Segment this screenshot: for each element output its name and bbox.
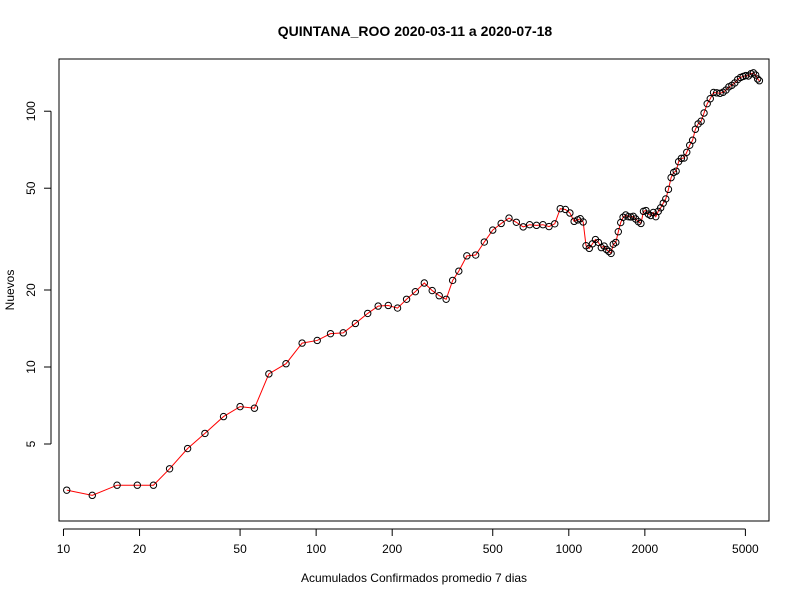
data-point	[677, 154, 686, 163]
data-point	[351, 319, 360, 328]
x-tick-label: 20	[133, 542, 147, 556]
data-point	[420, 279, 429, 287]
x-axis-label: Acumulados Confirmados promedio 7 dias	[301, 571, 527, 585]
data-point	[339, 329, 347, 337]
data-point	[149, 481, 158, 489]
data-point	[497, 219, 505, 228]
series-line-path	[66, 72, 760, 496]
x-tick-label: 50	[233, 542, 247, 556]
data-point	[442, 295, 450, 303]
x-tick-label: 2000	[632, 542, 659, 556]
data-point	[637, 219, 645, 228]
data-point	[749, 69, 758, 77]
data-point	[551, 220, 559, 228]
data-point	[561, 205, 570, 214]
data-point	[219, 412, 228, 421]
data-point	[165, 465, 174, 473]
x-tick-label: 5000	[732, 542, 759, 556]
data-point	[250, 404, 259, 412]
data-point	[659, 199, 667, 207]
y-tick-label: 10	[24, 360, 38, 374]
data-point	[88, 491, 96, 500]
data-point	[402, 295, 411, 303]
data-point	[435, 291, 443, 300]
x-tick-label: 200	[382, 542, 402, 556]
data-point	[428, 286, 436, 295]
data-point	[505, 214, 513, 222]
x-tick-label: 500	[483, 542, 503, 556]
data-point	[566, 209, 574, 217]
data-point	[753, 75, 762, 83]
data-point	[602, 245, 611, 254]
data-point	[201, 429, 209, 438]
data-point	[63, 486, 71, 494]
data-point	[755, 77, 764, 85]
x-tick-label: 10	[57, 542, 71, 556]
data-point	[448, 276, 457, 285]
y-tick-label: 100	[24, 101, 38, 121]
data-point	[545, 222, 553, 231]
y-axis-label: Nuevos	[3, 270, 17, 311]
data-point	[629, 212, 637, 221]
series-line	[66, 72, 760, 496]
data-point	[742, 71, 750, 80]
data-point	[751, 71, 760, 79]
series-points	[63, 69, 764, 500]
data-point	[236, 402, 244, 411]
x-axis: 10 20 50 100 200 500 1000 2000 5000	[57, 528, 759, 556]
data-point	[624, 212, 633, 221]
chart-title: QUINTANA_ROO 2020-03-11 a 2020-07-18	[278, 23, 553, 39]
plot-frame	[58, 58, 770, 522]
data-point	[579, 218, 587, 226]
data-point	[113, 481, 121, 489]
data-point	[512, 218, 521, 226]
data-point	[570, 217, 578, 226]
data-point	[607, 249, 615, 258]
data-point	[664, 185, 673, 194]
data-point	[697, 117, 705, 125]
y-tick-label: 5	[24, 440, 38, 447]
data-point	[183, 444, 192, 453]
data-point	[384, 301, 392, 310]
data-point	[700, 109, 708, 117]
data-point	[662, 195, 670, 203]
data-point	[313, 336, 321, 345]
data-point	[364, 309, 372, 318]
x-tick-label: 100	[306, 542, 326, 556]
data-point	[463, 252, 471, 260]
data-point	[393, 304, 402, 312]
data-point	[706, 95, 714, 103]
data-point	[480, 238, 489, 246]
data-point	[556, 204, 564, 213]
data-point	[133, 481, 142, 489]
data-point	[489, 226, 497, 234]
data-point	[471, 251, 480, 259]
data-point	[649, 208, 657, 217]
data-point	[298, 339, 306, 347]
y-tick-label: 20	[24, 283, 38, 297]
data-point	[612, 238, 620, 247]
data-point	[519, 223, 527, 231]
data-point	[605, 247, 613, 256]
data-point	[455, 267, 463, 275]
data-point	[326, 329, 335, 338]
y-tick-label: 50	[24, 181, 38, 195]
x-tick-label: 1000	[555, 542, 582, 556]
data-point	[265, 370, 273, 378]
data-point	[683, 148, 691, 156]
data-point	[374, 302, 382, 310]
data-point	[411, 287, 420, 296]
data-point	[282, 360, 290, 368]
y-axis: 5 10 20 50 100	[24, 101, 52, 447]
data-point	[688, 136, 697, 144]
data-point	[614, 228, 622, 236]
data-point	[672, 167, 680, 175]
